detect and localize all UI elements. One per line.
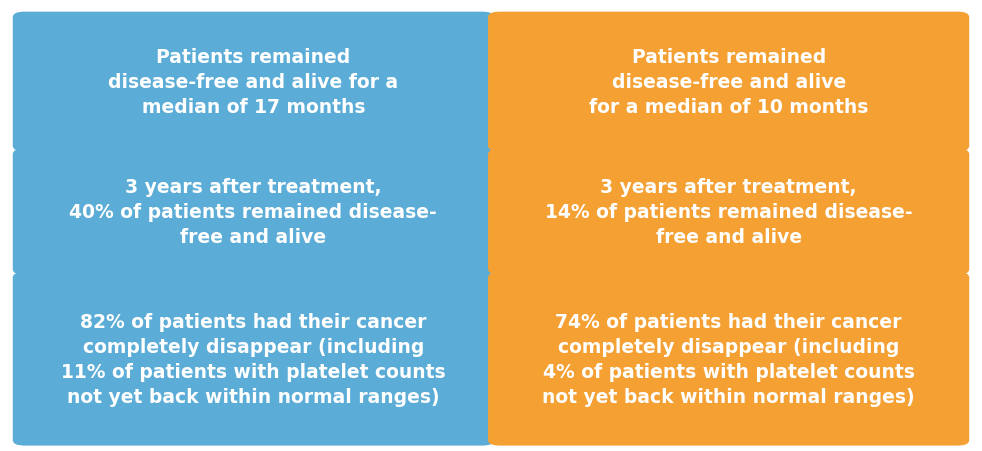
Text: 82% of patients had their cancer
completely disappear (including
11% of patients: 82% of patients had their cancer complet… bbox=[61, 312, 446, 406]
FancyBboxPatch shape bbox=[13, 149, 494, 275]
Text: 74% of patients had their cancer
completely disappear (including
4% of patients : 74% of patients had their cancer complet… bbox=[542, 312, 915, 406]
FancyBboxPatch shape bbox=[488, 272, 969, 446]
Text: Patients remained
disease-free and alive
for a median of 10 months: Patients remained disease-free and alive… bbox=[589, 48, 868, 117]
Text: Patients remained
disease-free and alive for a
median of 17 months: Patients remained disease-free and alive… bbox=[108, 48, 399, 117]
Text: 3 years after treatment,
40% of patients remained disease-
free and alive: 3 years after treatment, 40% of patients… bbox=[70, 178, 437, 247]
FancyBboxPatch shape bbox=[488, 13, 969, 152]
FancyBboxPatch shape bbox=[13, 13, 494, 152]
FancyBboxPatch shape bbox=[488, 149, 969, 275]
Text: 3 years after treatment,
14% of patients remained disease-
free and alive: 3 years after treatment, 14% of patients… bbox=[545, 178, 912, 247]
FancyBboxPatch shape bbox=[13, 272, 494, 446]
